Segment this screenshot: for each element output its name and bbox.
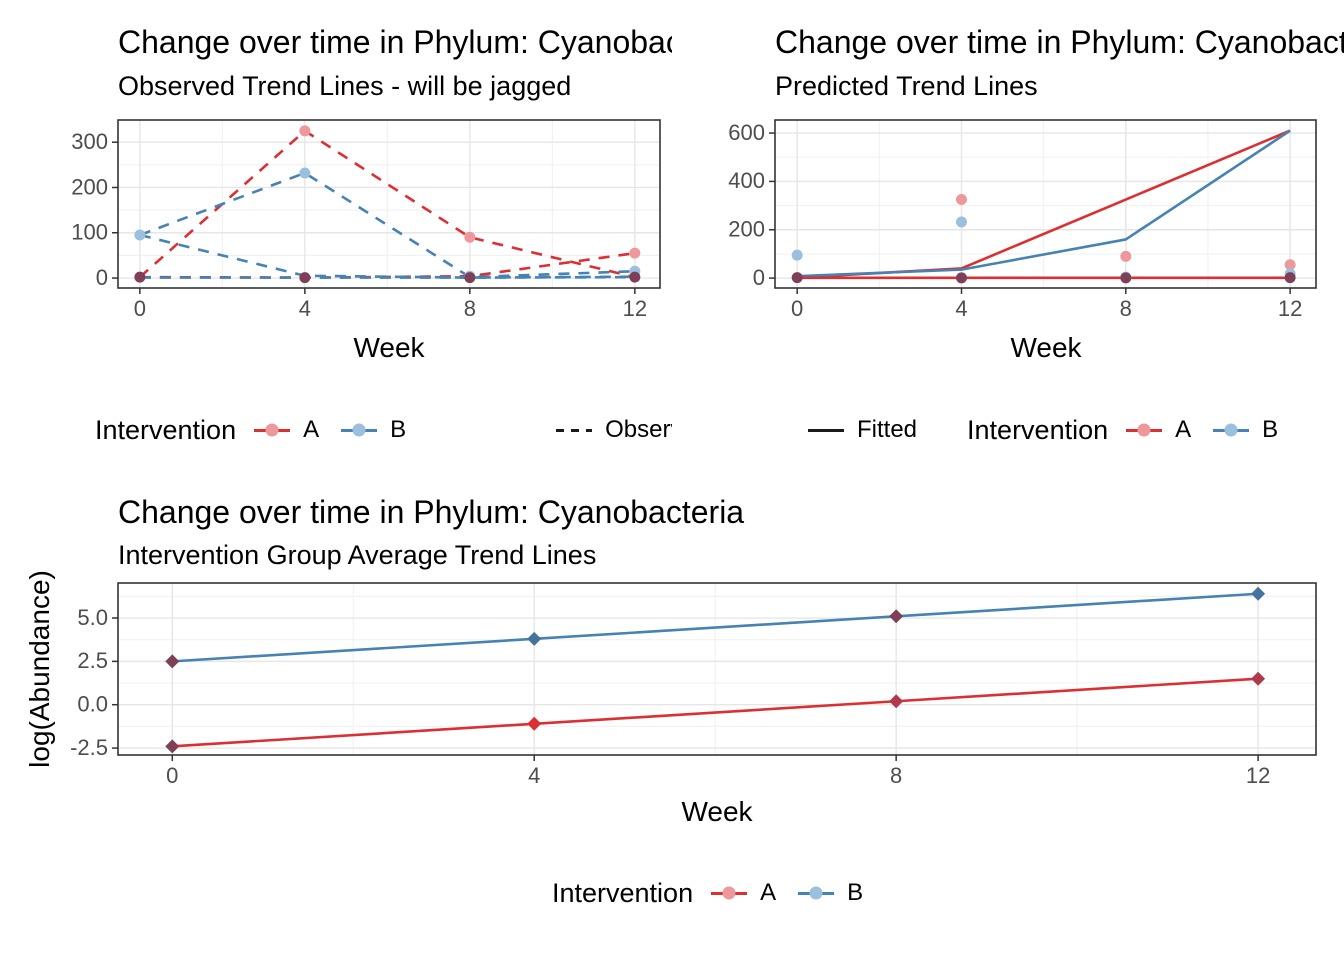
svg-text:600: 600	[728, 120, 765, 145]
legend-label-observed: Observed	[605, 416, 672, 443]
legend-key-dot	[1224, 423, 1238, 437]
observed-legend: Intervention A B Observed	[95, 413, 672, 447]
svg-text:400: 400	[728, 168, 765, 193]
average-legend: Intervention A B	[552, 876, 885, 910]
svg-text:0: 0	[134, 296, 146, 321]
svg-text:100: 100	[71, 220, 108, 245]
legend-title-intervention: Intervention	[967, 414, 1109, 445]
observed-chart-title: Change over time in Phylum: Cyanobacteri…	[118, 24, 672, 60]
predicted-chart-subtitle: Predicted Trend Lines	[775, 72, 1038, 101]
legend-title-intervention: Intervention	[552, 877, 694, 908]
svg-text:0: 0	[753, 265, 765, 290]
average-trend-chart: 0 4 8 12 -2.5 0.0 2.5 5.0 Change over time in P…	[0, 480, 1344, 960]
predicted-trend-chart: 0 4 8 12 0 200 400 600 Change over time in Phyl…	[672, 0, 1344, 460]
observed-x-axis-title: Week	[353, 332, 425, 363]
legend-key-intervention-a-icon	[1126, 417, 1163, 443]
legend-key-intervention-a-icon	[711, 880, 748, 906]
legend-key-dot	[265, 423, 279, 437]
legend-title-intervention: Intervention	[95, 414, 237, 445]
predicted-plot-panel: 0 4 8 12 0 200 400 600	[728, 119, 1317, 321]
legend-key-intervention-b-icon	[341, 417, 378, 443]
predicted-x-axis-title: Week	[1010, 332, 1082, 363]
average-chart-subtitle: Intervention Group Average Trend Lines	[118, 541, 597, 570]
svg-text:200: 200	[71, 174, 108, 199]
legend-label-fitted: Fitted	[857, 416, 918, 443]
observed-trend-chart: 0 4 8 12 0 100 200 300 Change over time in Phyl…	[0, 0, 672, 460]
svg-text:4: 4	[528, 763, 540, 788]
average-y-axis-title: log(Abundance)	[24, 570, 55, 768]
legend-key-dot	[809, 886, 823, 900]
observed-chart-subtitle: Observed Trend Lines - will be jagged	[118, 72, 572, 101]
svg-text:0: 0	[166, 763, 178, 788]
svg-text:0.0: 0.0	[77, 692, 108, 717]
legend-key-dashed-line-icon	[556, 417, 593, 443]
predicted-legend: Fitted Intervention A B	[808, 413, 1300, 447]
legend-label-a: A	[303, 416, 320, 443]
svg-text:12: 12	[1246, 763, 1270, 788]
svg-text:5.0: 5.0	[77, 605, 108, 630]
solid-line-icon	[808, 428, 844, 432]
svg-text:4: 4	[299, 296, 311, 321]
legend-key-intervention-b-icon	[798, 880, 835, 906]
predicted-chart-title: Change over time in Phylum: Cyanobacteri…	[775, 24, 1344, 60]
legend-key-solid-line-icon	[808, 417, 844, 443]
legend-key-dot	[722, 886, 736, 900]
svg-text:0: 0	[791, 296, 803, 321]
legend-label-b: B	[847, 879, 864, 906]
legend-label-a: A	[760, 879, 777, 906]
svg-text:8: 8	[1120, 296, 1132, 321]
legend-label-b: B	[1262, 416, 1279, 443]
observed-plot-panel: 0 4 8 12 0 100 200 300	[71, 119, 661, 321]
legend-key-dot	[1137, 423, 1151, 437]
legend-label-b: B	[390, 416, 407, 443]
legend-key-intervention-a-icon	[254, 417, 291, 443]
svg-text:12: 12	[1278, 296, 1302, 321]
legend-label-a: A	[1175, 416, 1192, 443]
average-plot-panel: 0 4 8 12 -2.5 0.0 2.5 5.0	[70, 582, 1317, 788]
svg-text:300: 300	[71, 129, 108, 154]
svg-text:2.5: 2.5	[77, 648, 108, 673]
svg-text:-2.5: -2.5	[70, 735, 108, 760]
svg-text:0: 0	[96, 265, 108, 290]
svg-text:200: 200	[728, 217, 765, 242]
dashed-line-icon	[556, 428, 593, 432]
svg-text:12: 12	[623, 296, 647, 321]
svg-text:8: 8	[890, 763, 902, 788]
svg-text:4: 4	[955, 296, 967, 321]
legend-key-intervention-b-icon	[1213, 417, 1250, 443]
legend-key-dot	[352, 423, 366, 437]
average-x-axis-title: Week	[681, 796, 753, 827]
average-chart-title: Change over time in Phylum: Cyanobacteri…	[118, 494, 745, 530]
svg-text:8: 8	[464, 296, 476, 321]
